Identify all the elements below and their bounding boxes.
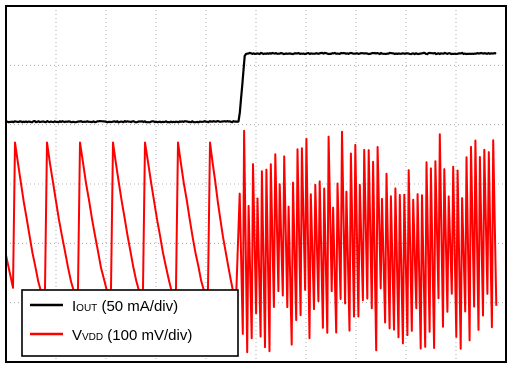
legend-label-iout-sub: OUT [76,303,97,314]
vvdd-trace [5,129,498,354]
plot-frame [5,5,507,363]
legend-label-iout-main: I [72,298,76,315]
legend: IOUT (50 mA/div) VVDD (100 mV/div) [21,289,239,357]
legend-label-vvdd-main: V [72,327,82,344]
legend-label-vvdd-sub: VDD [82,332,103,343]
legend-label-iout: IOUT (50 mA/div) [72,298,178,315]
legend-label-iout-rest: (50 mA/div) [97,298,178,315]
iout-trace [5,51,497,124]
legend-box [21,289,239,357]
legend-label-vvdd-rest: (100 mV/div) [103,327,192,344]
legend-label-vvdd: VVDD (100 mV/div) [72,327,192,344]
